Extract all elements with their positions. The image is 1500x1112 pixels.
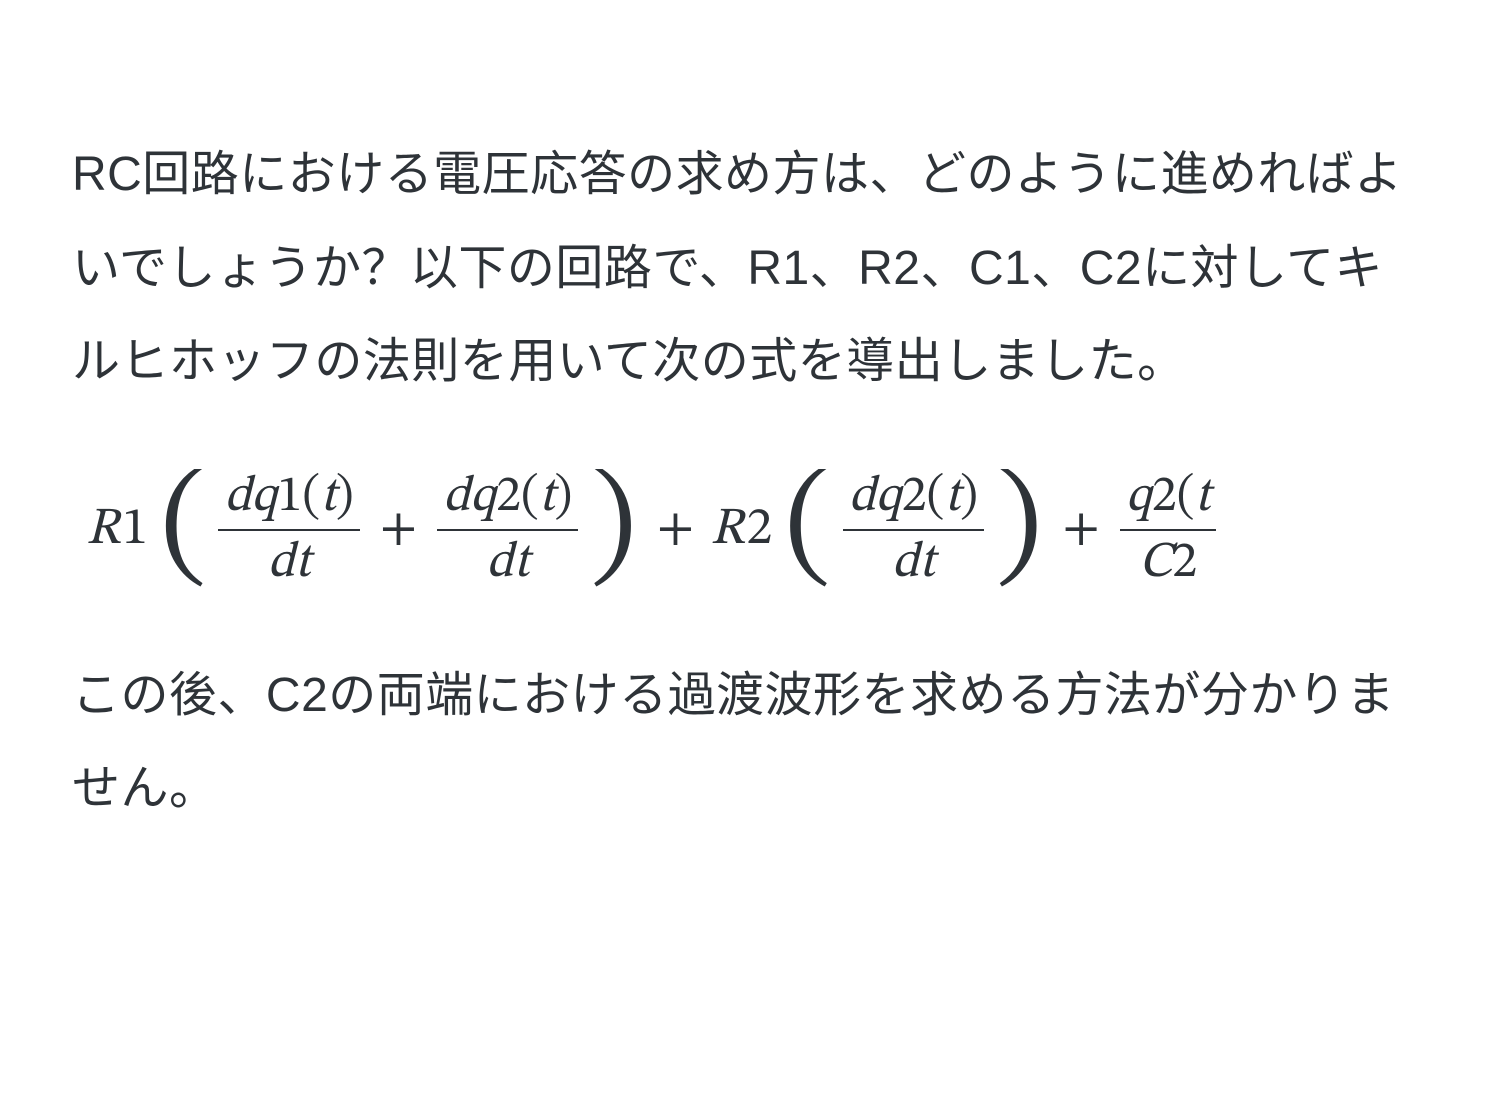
frac-dq2dt-a: dq2(t) dt — [437, 469, 578, 593]
sym-R: R — [84, 498, 122, 563]
equation-block: R1 ( dq1(t) dt + dq2(t) — [84, 469, 1428, 593]
op-plus: + — [643, 498, 708, 563]
document-page: RC回路における電圧応答の求め方は、どのように進めればよいでしょうか？以下の回路… — [0, 0, 1500, 836]
paragraph-followup: この後、C2の両端における過渡波形を求める方法が分かりません。 — [72, 649, 1428, 836]
op-plus: + — [1048, 498, 1113, 563]
sym-2: 2 — [747, 498, 773, 563]
frac-dq2dt-b: dq2(t) dt — [843, 469, 984, 593]
sym-R: R — [708, 498, 746, 563]
paragraph-intro: RC回路における電圧応答の求め方は、どのように進めればよいでしょうか？以下の回路… — [72, 128, 1428, 409]
frac-q2-over-C2: q2(t C2 — [1120, 469, 1216, 593]
frac-dq1dt: dq1(t) dt — [218, 469, 359, 593]
equation: R1 ( dq1(t) dt + dq2(t) — [84, 469, 1222, 593]
op-plus: + — [366, 498, 431, 563]
sym-1: 1 — [122, 498, 148, 563]
